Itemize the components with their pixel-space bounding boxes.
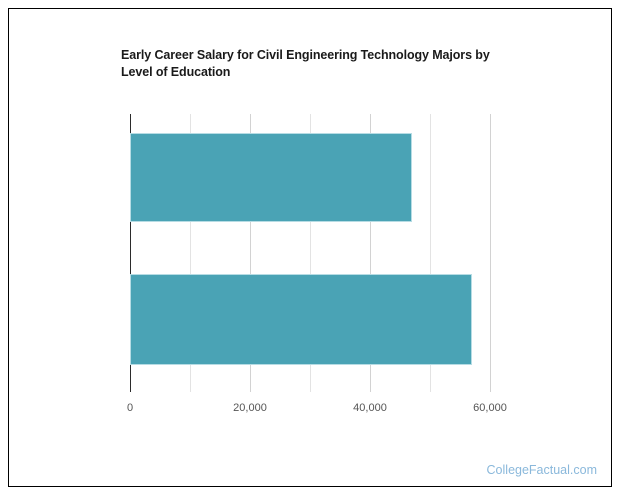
- x-tick-label-60000: 60,000: [473, 402, 507, 414]
- chart-title-line-1: Early Career Salary for Civil Engineerin…: [121, 48, 490, 62]
- gridline-60000: [490, 114, 491, 392]
- chart-title: Early Career Salary for Civil Engineerin…: [121, 47, 521, 81]
- gridline-40000: [370, 114, 371, 392]
- chart-frame: Early Career Salary for Civil Engineerin…: [8, 8, 612, 487]
- bar-masters[interactable]: [131, 275, 471, 364]
- y-axis-line: [130, 114, 131, 392]
- x-tick-label-0: 0: [126, 402, 134, 414]
- collegefactual-logo[interactable]: CollegeFactual.com: [486, 463, 597, 477]
- plot-area: 0 20,000 40,000 60,000: [127, 114, 510, 414]
- x-tick-label-40000: 40,000: [353, 402, 387, 414]
- bar-bachelors[interactable]: [131, 134, 411, 221]
- gridline-10000: [190, 114, 191, 392]
- gridline-50000: [430, 114, 431, 392]
- chart-title-line-2: Level of Education: [121, 65, 231, 79]
- x-tick-label-20000: 20,000: [233, 402, 267, 414]
- gridline-20000: [250, 114, 251, 392]
- gridline-30000: [310, 114, 311, 392]
